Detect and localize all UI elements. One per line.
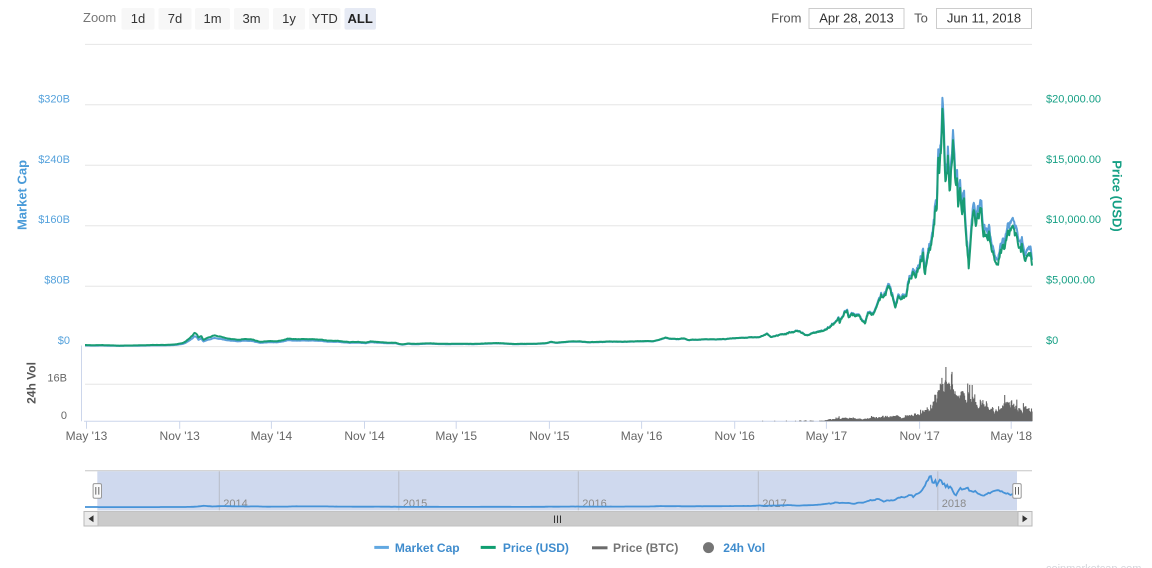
svg-text:May '15: May '15	[435, 429, 477, 443]
svg-text:Apr 28, 2013: Apr 28, 2013	[819, 11, 893, 26]
svg-text:$20,000.00: $20,000.00	[1046, 93, 1101, 105]
svg-text:0: 0	[61, 410, 67, 422]
svg-text:From: From	[771, 11, 801, 26]
svg-text:Nov '14: Nov '14	[344, 429, 385, 443]
svg-text:$5,000.00: $5,000.00	[1046, 275, 1095, 287]
svg-text:ALL: ALL	[348, 11, 373, 26]
svg-text:YTD: YTD	[312, 11, 338, 26]
svg-text:$160B: $160B	[38, 214, 70, 226]
svg-text:Nov '15: Nov '15	[529, 429, 570, 443]
svg-text:May '14: May '14	[251, 429, 293, 443]
svg-text:2014: 2014	[223, 498, 247, 510]
svg-text:May '16: May '16	[621, 429, 663, 443]
svg-text:24h Vol: 24h Vol	[723, 541, 765, 555]
svg-text:$240B: $240B	[38, 154, 70, 166]
svg-text:$80B: $80B	[44, 275, 70, 287]
svg-text:To: To	[914, 11, 928, 26]
svg-text:16B: 16B	[47, 373, 67, 385]
svg-text:Nov '13: Nov '13	[160, 429, 201, 443]
svg-text:May '17: May '17	[806, 429, 848, 443]
svg-text:$0: $0	[1046, 335, 1058, 347]
svg-text:Market Cap: Market Cap	[15, 160, 30, 230]
svg-text:May '13: May '13	[66, 429, 108, 443]
svg-text:Nov '17: Nov '17	[899, 429, 940, 443]
svg-text:2015: 2015	[403, 498, 427, 510]
svg-text:7d: 7d	[168, 11, 182, 26]
svg-text:May '18: May '18	[990, 429, 1032, 443]
svg-text:Price (BTC): Price (BTC)	[613, 541, 678, 555]
svg-text:24h Vol: 24h Vol	[25, 362, 39, 404]
svg-text:Market Cap: Market Cap	[395, 541, 460, 555]
svg-text:1y: 1y	[282, 11, 296, 26]
svg-text:$0: $0	[58, 335, 70, 347]
svg-text:Price (USD): Price (USD)	[1110, 160, 1125, 232]
svg-text:Nov '16: Nov '16	[715, 429, 756, 443]
svg-text:Jun 11, 2018: Jun 11, 2018	[947, 11, 1021, 26]
svg-text:$15,000.00: $15,000.00	[1046, 154, 1101, 166]
svg-text:coinmarketcap.com: coinmarketcap.com	[1046, 563, 1141, 568]
svg-text:1d: 1d	[131, 11, 145, 26]
svg-text:Price (USD): Price (USD)	[503, 541, 569, 555]
svg-text:2018: 2018	[942, 498, 966, 510]
svg-text:3m: 3m	[242, 11, 260, 26]
svg-text:$320B: $320B	[38, 93, 70, 105]
svg-text:2016: 2016	[582, 498, 606, 510]
svg-text:1m: 1m	[203, 11, 221, 26]
svg-text:$10,000.00: $10,000.00	[1046, 214, 1101, 226]
svg-text:Zoom: Zoom	[83, 10, 116, 25]
svg-text:2017: 2017	[762, 498, 786, 510]
